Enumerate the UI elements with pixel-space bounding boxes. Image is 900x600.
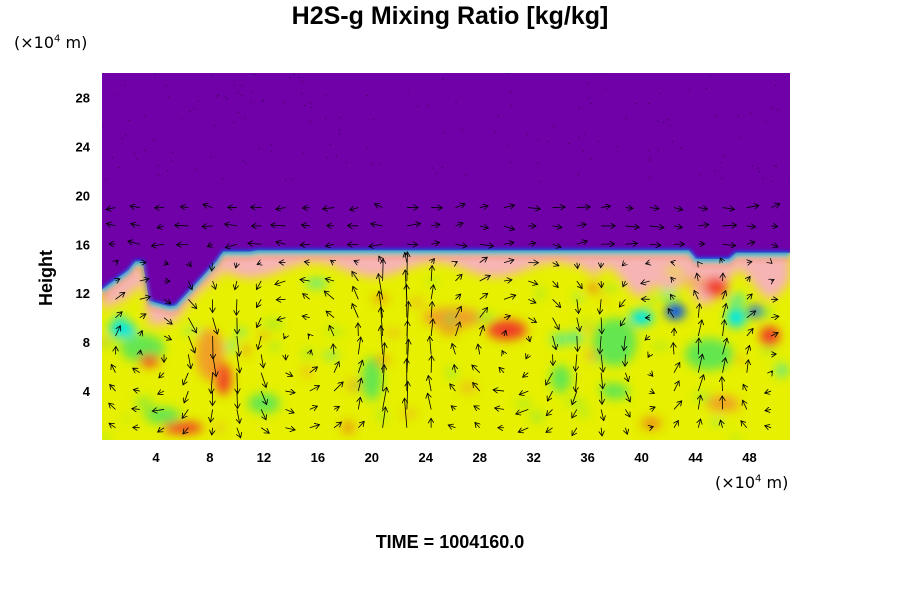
y-tick-label: 12	[76, 286, 90, 301]
x-tick-label: 12	[257, 450, 271, 465]
time-readout: TIME = 1004160.0	[375, 532, 525, 552]
x-tick-label: 20	[365, 450, 379, 465]
x-tick-label: 24	[419, 450, 434, 465]
velocity-vectors	[102, 73, 790, 438]
chart-title: H2S-g Mixing Ratio [kg/kg]	[291, 2, 609, 30]
x-tick-label: 36	[580, 450, 594, 465]
y-tick-label: 4	[83, 384, 91, 399]
y-tick-label: 28	[76, 90, 90, 105]
y-axis-ticks: 4 8 12 16 20 24 28	[76, 90, 91, 399]
x-tick-label: 4	[152, 450, 160, 465]
x-tick-label: 8	[206, 450, 213, 465]
x-tick-label: 32	[526, 450, 540, 465]
x-tick-label: 48	[742, 450, 756, 465]
x-axis-ticks: 4 8 12 16 20 24 28 32 36 40 44 48	[152, 450, 756, 465]
y-tick-label: 20	[76, 188, 90, 203]
y-tick-label: 24	[76, 139, 91, 154]
x-tick-label: 44	[688, 450, 703, 465]
x-tick-label: 28	[472, 450, 486, 465]
y-tick-label: 8	[83, 335, 90, 350]
x-tick-label: 40	[634, 450, 648, 465]
x-tick-label: 16	[311, 450, 325, 465]
y-axis-unit: (×104 m)	[14, 33, 88, 52]
y-tick-label: 16	[76, 237, 90, 252]
x-axis-unit: (×104 m)	[715, 473, 789, 492]
